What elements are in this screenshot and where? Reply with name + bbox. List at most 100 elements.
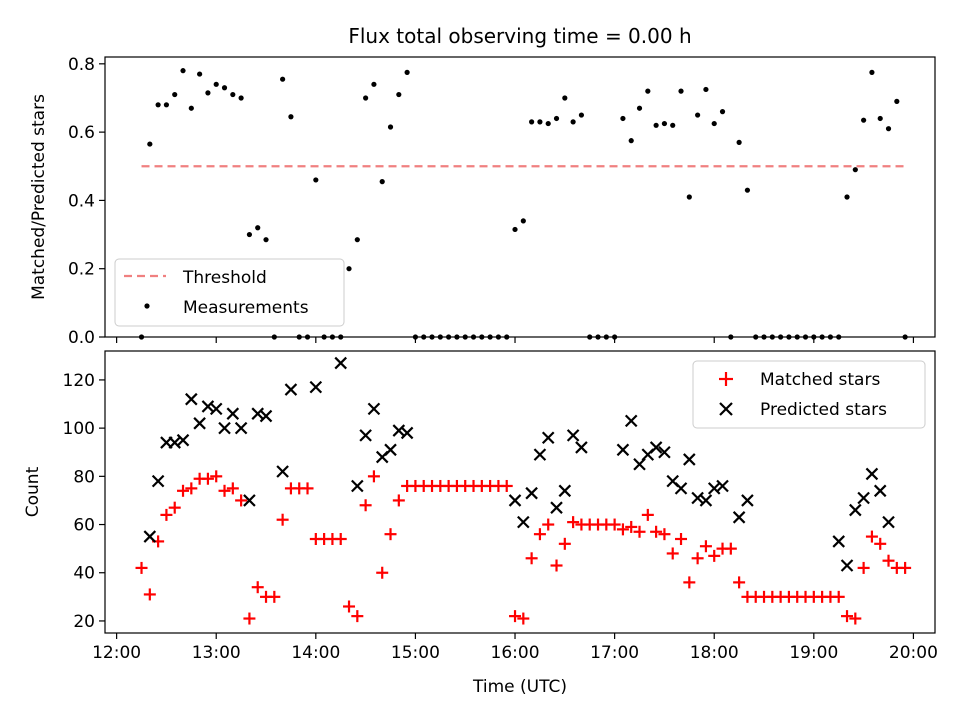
predicted-star-point (882, 515, 895, 529)
matched-star-point (874, 537, 887, 550)
bottom-axes-frame (104, 350, 936, 634)
matched-star-point (683, 576, 696, 589)
bottom-x-tick-label: 17:00 (590, 643, 639, 663)
matched-star-point (384, 528, 397, 541)
predicted-star-point (575, 441, 588, 454)
matched-star-point (392, 494, 405, 507)
matched-star-point (666, 547, 679, 560)
matched-star-point (251, 581, 264, 594)
matched-star-point (359, 499, 372, 512)
predicted-star-point (741, 494, 754, 507)
measurement-point (246, 231, 253, 238)
predicted-star-point (400, 426, 414, 440)
measurement-point (313, 177, 319, 183)
matched-star-point (708, 549, 721, 562)
predicted-star-point (525, 486, 538, 500)
matched-star-point (533, 528, 546, 541)
matched-star-point (135, 561, 148, 574)
bottom-x-tick-label: 20:00 (889, 643, 938, 663)
matched-star-point (177, 484, 190, 497)
bottom-y-axis-label: Count (23, 466, 43, 517)
top-y-tick-label: 0.2 (68, 260, 95, 280)
legend-threshold-label: Threshold (182, 268, 267, 288)
predicted-star-point (243, 494, 256, 507)
predicted-star-point (616, 443, 630, 457)
bottom-y-tick-label: 20 (73, 612, 95, 632)
predicted-star-point (218, 421, 231, 435)
measurement-point (155, 102, 161, 108)
predicted-star-point (624, 414, 638, 428)
matched-star-point (691, 552, 704, 565)
measurement-point (562, 95, 568, 101)
bottom-x-tick-label: 19:00 (789, 643, 838, 663)
bottom-x-tick-label: 12:00 (92, 643, 141, 663)
predicted-star-point (226, 407, 240, 420)
top-y-tick-label: 0.8 (68, 55, 95, 75)
predicted-star-point (276, 465, 289, 478)
bottom-y-tick-label: 40 (73, 564, 95, 584)
matched-star-point (650, 525, 663, 538)
measurement-point (147, 141, 153, 147)
predicted-star-point (699, 494, 713, 507)
measurement-point (852, 167, 858, 173)
measurement-point (512, 226, 518, 233)
matched-star-point (268, 590, 281, 603)
bottom-panel: 20 40 60 80 100 120 12:00 13:00 14:00 15:00 16:00… (23, 350, 938, 697)
bottom-x-tick-label: 16:00 (491, 643, 540, 663)
matched-star-point (226, 482, 239, 495)
measurement-point (387, 124, 394, 130)
measurement-point (844, 194, 850, 200)
measurement-point (288, 114, 294, 120)
bottom-y-tick-label: 60 (73, 516, 95, 536)
predicted-star-point (857, 491, 870, 505)
measurement-point (263, 237, 269, 243)
measurement-point (371, 81, 377, 87)
matched-star-point (276, 513, 289, 526)
measurement-point (205, 90, 211, 96)
predicted-star-point (533, 448, 547, 461)
bottom-plot-area (135, 356, 912, 625)
measurement-point (529, 119, 535, 125)
bottom-x-axis-label: Time (UTC) (472, 677, 567, 697)
matched-star-point (235, 494, 248, 507)
measurement-point (894, 98, 900, 104)
matched-star-point (210, 470, 223, 483)
predicted-star-point (384, 443, 397, 457)
measurement-point (678, 88, 684, 94)
measurement-point (379, 179, 385, 185)
top-x-axis (116, 337, 915, 343)
matched-star-point (675, 533, 688, 545)
matched-star-point (658, 528, 671, 541)
top-y-tick-label: 0.6 (68, 123, 95, 143)
matched-star-point (733, 576, 746, 589)
measurement-point (537, 119, 543, 125)
legend-measurements-label: Measurements (183, 298, 309, 318)
top-axes-frame (104, 56, 936, 338)
predicted-star-point (234, 421, 248, 435)
top-y-axis-label: Matched/Predicted stars (29, 94, 49, 300)
measurement-point (553, 115, 560, 122)
legend-matched-label: Matched stars (760, 370, 880, 390)
matched-star-point (857, 561, 870, 574)
matched-star-point (343, 600, 356, 613)
matched-star-point (243, 612, 256, 625)
measurement-point (221, 85, 228, 91)
predicted-star-point (849, 503, 862, 517)
matched-star-point (849, 612, 862, 625)
measurement-point (861, 117, 867, 123)
matched-star-point (699, 540, 712, 553)
matched-star-point (633, 525, 646, 538)
matched-star-point (832, 590, 845, 603)
measurement-point (661, 120, 668, 127)
predicted-star-point (658, 445, 671, 459)
predicted-star-point (284, 383, 298, 396)
measurement-point (354, 237, 360, 243)
predicted-star-point (309, 380, 323, 394)
measurement-point (645, 88, 651, 94)
matched-star-point (625, 520, 638, 533)
matched-star-point (882, 554, 895, 567)
predicted-star-point (151, 474, 165, 488)
bottom-y-tick-label: 80 (73, 467, 95, 487)
predicted-star-point (193, 417, 206, 430)
measurement-point (620, 115, 626, 122)
